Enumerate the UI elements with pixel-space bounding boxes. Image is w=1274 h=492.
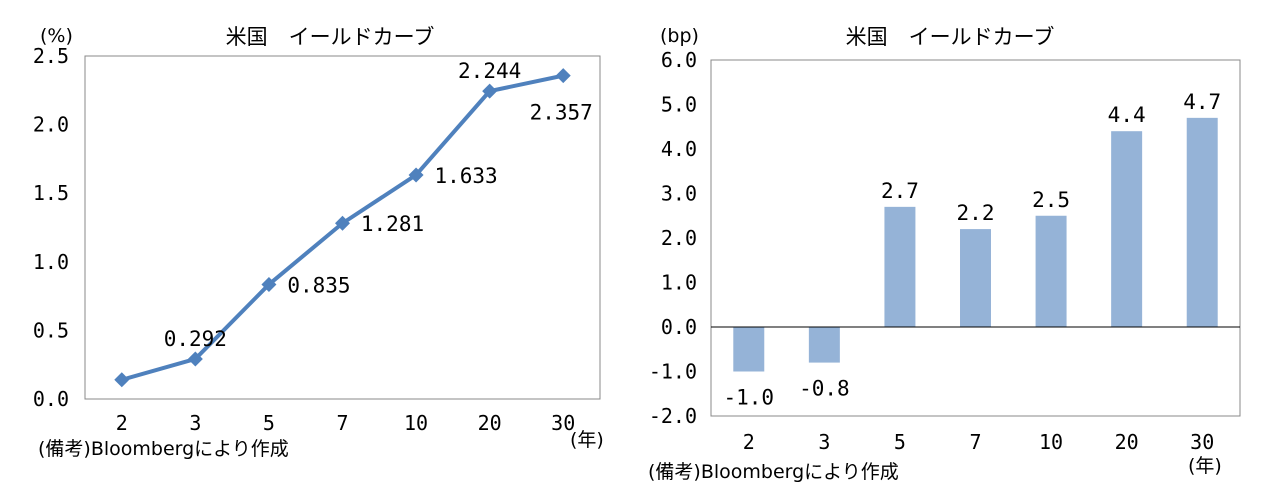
bar-chart-y-tick-label: 4.0 [661, 137, 697, 161]
bar-chart-bar [733, 327, 765, 372]
line-chart-data-label: 1.281 [361, 212, 424, 236]
line-chart-data-label: 2.357 [530, 101, 593, 125]
bar-chart-bar [1186, 117, 1218, 327]
bar-chart-data-label: 2.7 [881, 179, 919, 203]
bar-chart: 米国 イールドカーブ (bp) -2.0 -1.0 0.0 1.0 2.0 3.0 4.0 5… [648, 25, 1241, 483]
bar-chart-x-tick-label: 20 [1115, 430, 1139, 454]
bar-chart-data-label: 4.7 [1183, 90, 1221, 114]
line-chart-point-marker [335, 215, 350, 231]
bar-chart-bar [884, 206, 916, 327]
line-chart-plot-frame [84, 55, 601, 400]
line-chart-y-unit: (%) [40, 25, 73, 47]
line-chart-x-tick-label: 20 [478, 411, 502, 435]
bar-chart-y-tick-label: -2.0 [649, 404, 697, 428]
bar-chart-bar [1111, 131, 1143, 327]
line-chart-source-note: (備考)Bloombergにより作成 [38, 438, 289, 460]
line-chart: 米国 イールドカーブ (%) 0.0 0.5 1.0 1.5 2.0 2.5 2 3 5 7 10… [33, 25, 604, 460]
line-chart-x-tick-label: 10 [404, 411, 428, 435]
bar-chart-x-tick-label: 7 [969, 430, 981, 454]
line-chart-x-tick-label: 2 [116, 411, 128, 435]
bar-chart-data-label: 2.5 [1032, 188, 1070, 212]
line-chart-title: 米国 イールドカーブ [226, 25, 435, 49]
line-chart-x-ticks: 2 3 5 7 10 20 30 [116, 411, 575, 435]
bar-chart-x-unit: (年) [1188, 455, 1222, 477]
line-chart-data-label: 2.244 [458, 59, 521, 83]
bar-chart-data-label: -1.0 [723, 386, 774, 410]
bar-chart-y-unit: (bp) [660, 25, 699, 47]
line-chart-y-tick-label: 2.5 [33, 44, 69, 68]
line-chart-point-marker [408, 167, 424, 183]
line-chart-x-unit: (年) [570, 429, 604, 451]
bar-chart-y-tick-label: 1.0 [661, 271, 697, 295]
line-chart-data-label: 1.633 [434, 164, 497, 188]
bar-chart-y-tick-label: 0.0 [661, 315, 697, 339]
bar-chart-data-label: 4.4 [1108, 103, 1146, 127]
line-chart-y-tick-label: 0.5 [33, 318, 69, 342]
bar-chart-x-ticks: 2 3 5 7 10 20 30 [743, 430, 1214, 454]
bar-chart-y-tick-label: 6.0 [661, 48, 697, 72]
line-chart-point-marker [114, 372, 130, 388]
line-chart-data-label: 0.835 [287, 273, 350, 297]
bar-chart-bar [1035, 215, 1067, 327]
bar-chart-data-label: 2.2 [957, 201, 995, 225]
line-chart-point-marker [555, 68, 571, 84]
bar-chart-x-tick-label: 2 [743, 430, 755, 454]
bar-chart-bars [733, 117, 1218, 372]
bar-chart-y-tick-label: 2.0 [661, 226, 697, 250]
line-chart-y-tick-label: 1.5 [33, 181, 69, 205]
bar-chart-data-label: -0.8 [799, 377, 850, 401]
line-chart-y-tick-label: 0.0 [33, 387, 69, 411]
line-chart-x-tick-label: 5 [263, 411, 275, 435]
bar-chart-x-tick-label: 3 [818, 430, 830, 454]
line-chart-data-label: 0.292 [164, 327, 227, 351]
bar-chart-bar [960, 229, 991, 327]
bar-chart-y-tick-label: 3.0 [661, 182, 697, 206]
bar-chart-data-labels: -1.0 -0.8 2.7 2.2 2.5 4.4 4.7 [723, 90, 1221, 410]
bar-chart-y-ticks: -2.0 -1.0 0.0 1.0 2.0 3.0 4.0 5.0 6.0 [649, 48, 697, 428]
line-chart-point-marker [187, 351, 203, 367]
line-chart-x-tick-label: 3 [189, 411, 201, 435]
line-chart-point-marker [482, 83, 498, 99]
line-chart-x-tick-label: 30 [551, 411, 575, 435]
line-chart-y-tick-label: 1.0 [33, 250, 69, 274]
bar-chart-y-tick-label: 5.0 [661, 93, 697, 117]
bar-chart-x-tick-label: 30 [1190, 430, 1214, 454]
bar-chart-x-tick-label: 5 [894, 430, 906, 454]
line-chart-points [114, 68, 571, 388]
bar-chart-y-tick-label: -1.0 [649, 360, 697, 384]
bar-chart-bar [808, 327, 840, 363]
line-chart-data-labels: 0.292 0.835 1.281 1.633 2.244 2.357 [164, 59, 593, 351]
bar-chart-title: 米国 イールドカーブ [846, 25, 1055, 49]
bar-chart-plot-frame [710, 59, 1241, 417]
line-chart-y-tick-label: 2.0 [33, 113, 69, 137]
bar-chart-source-note: (備考)Bloombergにより作成 [648, 461, 899, 483]
bar-chart-x-tick-label: 10 [1039, 430, 1063, 454]
line-chart-y-ticks: 0.0 0.5 1.0 1.5 2.0 2.5 [33, 44, 69, 411]
line-chart-point-marker [261, 276, 277, 292]
line-chart-x-tick-label: 7 [336, 411, 348, 435]
